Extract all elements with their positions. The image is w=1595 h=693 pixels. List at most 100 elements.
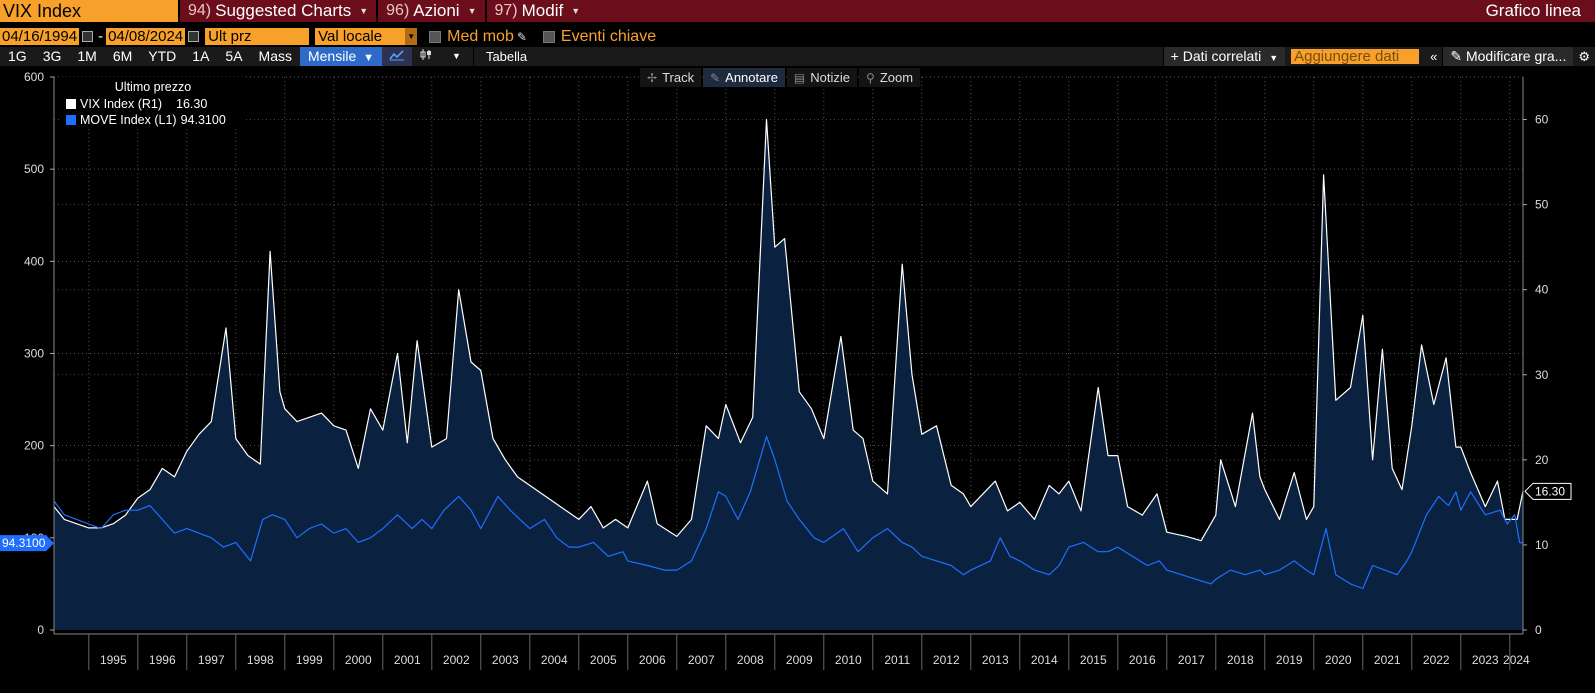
- x-tick-label: 2008: [737, 653, 764, 667]
- series-line-move-index: [53, 435, 1524, 590]
- end-date-input[interactable]: 04/08/2024: [106, 28, 186, 45]
- top-command-bar: VIX Index 94) Suggested Charts ▼ 96) Azi…: [0, 0, 1595, 22]
- calendar-icon[interactable]: [82, 31, 94, 42]
- chart-type-dropdown-icon[interactable]: ▼: [452, 51, 461, 61]
- period-3g-button[interactable]: 3G: [42, 48, 62, 64]
- range-dash: -: [98, 28, 104, 45]
- chart-legend: Ultimo prezzo VIX Index (R1) 16.30 MOVE …: [62, 77, 244, 129]
- range-controls: 04/16/1994 - 04/08/2024 Ult prz Val loca…: [0, 27, 656, 46]
- menu-number: 97): [494, 2, 518, 19]
- line-chart-icon[interactable]: [382, 47, 413, 66]
- right-toolbar: + Dati correlati ▼ Aggiungere dati « ✎ M…: [1162, 47, 1595, 66]
- edit-chart-button[interactable]: ✎ Modificare gra...: [1442, 47, 1574, 66]
- x-tick-label: 2017: [1178, 653, 1205, 667]
- menu-number: 96): [386, 2, 410, 19]
- menu-label: Modif: [521, 1, 564, 20]
- menu-label: Suggested Charts: [215, 1, 352, 20]
- x-tick-label: 2004: [541, 653, 568, 667]
- legend-item-vix[interactable]: VIX Index (R1) 16.30: [62, 96, 244, 112]
- chart-toolbar: 1G 3G 1M 6M YTD 1A 5A Mass Mensile ▼ ▼ T…: [0, 47, 1595, 66]
- x-tick-label: 2006: [639, 653, 666, 667]
- period-max-button[interactable]: Mass: [258, 48, 292, 64]
- x-tick-label: 2007: [688, 653, 715, 667]
- legend-swatch: [66, 115, 76, 125]
- key-events-checkbox[interactable]: [542, 30, 555, 43]
- moving-average-label: Med mob: [447, 27, 514, 45]
- search-icon: ⚲: [866, 71, 875, 85]
- suggested-charts-menu[interactable]: 94) Suggested Charts ▼: [178, 0, 376, 22]
- x-tick-label: 2019: [1276, 653, 1303, 667]
- period-6m-button[interactable]: 6M: [112, 48, 133, 64]
- chart-type-title: Grafico linea: [1485, 1, 1581, 20]
- x-tick-label: 1997: [198, 653, 225, 667]
- start-date-input[interactable]: 04/16/1994: [0, 28, 80, 45]
- chart-area-fills: [54, 119, 1523, 630]
- x-tick-label: 2023: [1472, 653, 1499, 667]
- period-5a-button[interactable]: 5A: [225, 48, 243, 64]
- zoom-button[interactable]: ⚲ Zoom: [859, 68, 921, 87]
- chevron-down-icon: ▼: [467, 6, 477, 16]
- legend-series-name: VIX Index: [80, 97, 135, 111]
- left-tick-label: 300: [24, 347, 44, 361]
- chevron-down-icon: ▼: [1269, 53, 1279, 63]
- ticker-field[interactable]: VIX Index: [0, 0, 178, 22]
- legend-swatch: [66, 99, 76, 109]
- legend-series-value: 94.3100: [180, 113, 226, 127]
- period-1g-button[interactable]: 1G: [8, 48, 27, 64]
- pencil-icon: ✎: [1450, 48, 1463, 64]
- x-tick-label: 1999: [296, 653, 323, 667]
- gear-icon[interactable]: ⚙: [1578, 48, 1590, 64]
- x-tick-label: 2014: [1031, 653, 1058, 667]
- period-1m-button[interactable]: 1M: [77, 48, 97, 64]
- chevron-down-icon: ▼: [571, 6, 581, 16]
- x-tick-label: 2021: [1374, 653, 1401, 667]
- related-data-button[interactable]: + Dati correlati ▼: [1162, 47, 1286, 66]
- legend-series-value: 16.30: [176, 97, 208, 111]
- currency-select[interactable]: Val locale: [315, 28, 406, 45]
- period-ytd-button[interactable]: YTD: [148, 48, 177, 64]
- key-events-label: Eventi chiave: [560, 27, 657, 45]
- frequency-label: Mensile: [307, 48, 357, 64]
- edit-chart-label: Modificare gra...: [1465, 48, 1567, 64]
- moving-average-checkbox[interactable]: [429, 30, 442, 43]
- x-tick-label: 2003: [492, 653, 519, 667]
- news-button[interactable]: ▤ Notizie: [786, 68, 858, 87]
- x-tick-label: 2013: [982, 653, 1009, 667]
- legend-item-move[interactable]: MOVE Index (L1) 94.3100: [62, 112, 244, 128]
- right-tick-label: 0: [1535, 623, 1542, 637]
- right-tick-label: 60: [1535, 113, 1549, 127]
- left-tick-label: 400: [24, 254, 44, 268]
- right-tick-label: 20: [1535, 453, 1549, 467]
- add-data-input[interactable]: Aggiungere dati: [1291, 49, 1420, 64]
- annotate-button[interactable]: ✎ Annotare: [703, 68, 785, 87]
- related-data-label: Dati correlati: [1182, 48, 1262, 64]
- pencil-icon[interactable]: ✎: [516, 29, 527, 44]
- x-tick-label: 2016: [1129, 653, 1156, 667]
- x-tick-label: 2018: [1227, 653, 1254, 667]
- x-tick-label: 1996: [149, 653, 176, 667]
- table-button[interactable]: Tabella: [472, 47, 539, 66]
- calendar-icon[interactable]: [188, 31, 200, 42]
- legend-series-axis: (R1): [137, 97, 162, 111]
- track-button[interactable]: ✢ Track: [640, 68, 702, 87]
- collapse-left-icon[interactable]: «: [1430, 49, 1438, 64]
- x-tick-label: 2011: [884, 653, 910, 667]
- actions-menu[interactable]: 96) Azioni ▼: [376, 0, 484, 22]
- x-tick-label: 2001: [394, 653, 421, 667]
- right-tick-label: 30: [1535, 368, 1549, 382]
- x-tick-label: 2005: [590, 653, 617, 667]
- edit-menu[interactable]: 97) Modif ▼: [484, 0, 589, 22]
- chevron-down-icon[interactable]: ▼: [405, 28, 418, 45]
- annotate-label: Annotare: [725, 70, 778, 85]
- candlestick-icon[interactable]: [412, 47, 440, 66]
- chart-series-lines: [53, 118, 1524, 590]
- x-tick-label: 2015: [1080, 653, 1107, 667]
- price-field-input[interactable]: Ult prz: [205, 28, 310, 45]
- frequency-dropdown[interactable]: Mensile ▼: [299, 47, 383, 66]
- x-tick-label: 2012: [933, 653, 960, 667]
- series-area-vix-index: [54, 119, 1523, 630]
- right-tick-label: 50: [1535, 198, 1549, 212]
- period-1a-button[interactable]: 1A: [192, 48, 210, 64]
- x-tick-label: 2002: [443, 653, 470, 667]
